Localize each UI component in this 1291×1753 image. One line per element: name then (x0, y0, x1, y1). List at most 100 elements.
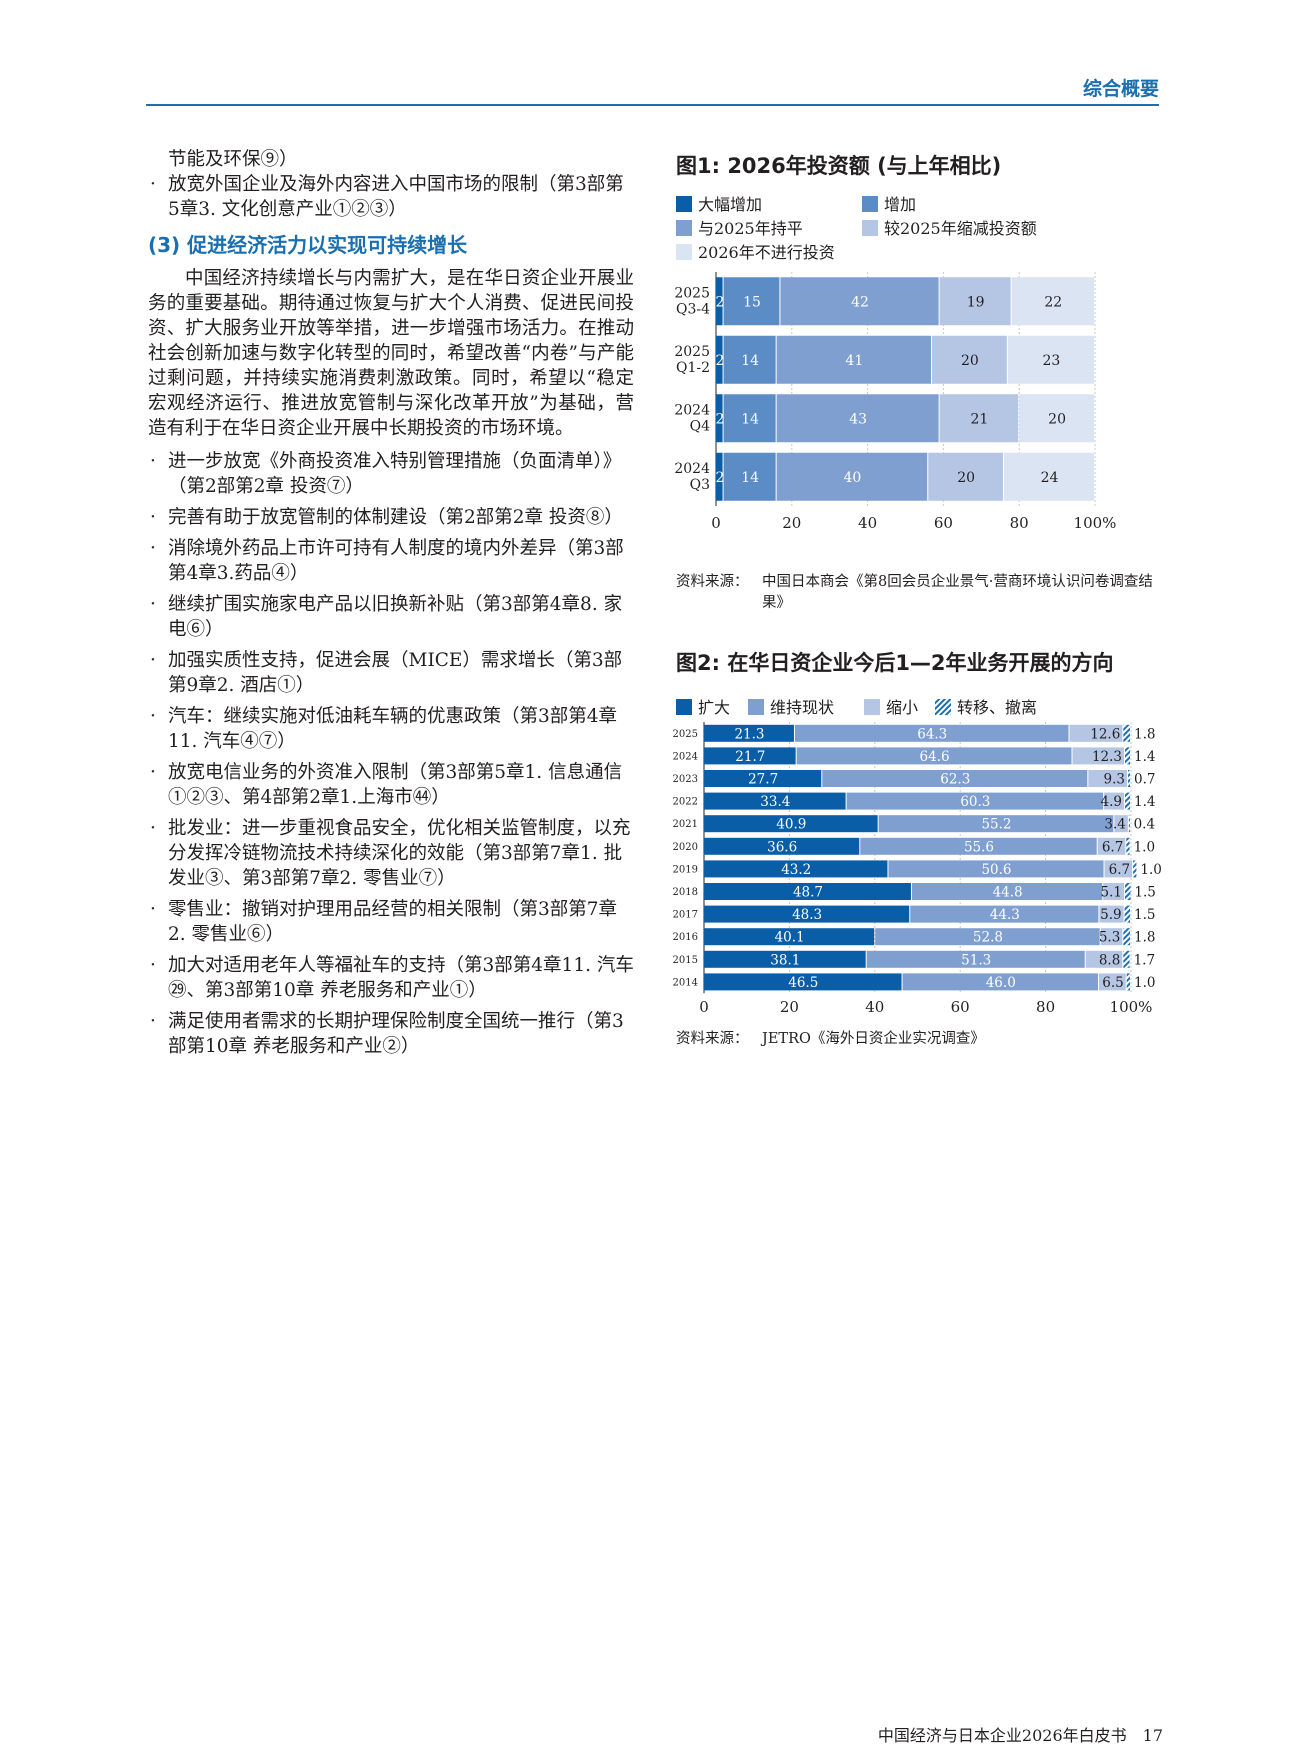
bar-segment (704, 860, 888, 878)
category-label: 2024 (674, 402, 710, 418)
bar-segment (776, 335, 932, 384)
bullet-item: 继续扩围实施家电产品以旧换新补贴（第3部第4章8. 家电⑥） (148, 592, 634, 642)
bar-segment (704, 973, 902, 991)
bar-segment (1072, 747, 1125, 765)
data-label: 40 (844, 470, 862, 486)
data-label: 0.7 (1134, 772, 1155, 788)
data-label: 46.0 (986, 975, 1016, 991)
bar-segment (1097, 837, 1126, 855)
bar-segment (1126, 973, 1130, 991)
bar-segment (1126, 837, 1130, 855)
category-label: 2016 (673, 932, 698, 943)
data-label: 46.5 (788, 975, 818, 991)
legend-swatch (864, 699, 880, 715)
x-tick-label: 40 (858, 514, 877, 532)
bar-segment (716, 335, 723, 384)
data-label: 64.6 (920, 749, 950, 765)
bullet-item: 消除境外药品上市许可持有人制度的境内外差异（第3部第4章3.药品④） (148, 536, 634, 586)
data-label: 51.3 (961, 952, 991, 968)
data-label: 36.6 (767, 839, 797, 855)
bar-segment (704, 792, 846, 810)
legend-swatch (748, 699, 764, 715)
data-label: 21.3 (734, 726, 764, 742)
data-label: 55.2 (981, 817, 1011, 833)
header-section-title: 综合概要 (1082, 78, 1159, 100)
legend-swatch (676, 699, 692, 715)
category-label: 2024 (674, 461, 710, 477)
legend-label: 2026年不进行投资 (698, 243, 835, 262)
data-label: 20 (957, 470, 975, 486)
data-label: 33.4 (760, 794, 790, 810)
data-label: 22 (1044, 294, 1062, 310)
legend-label: 大幅增加 (698, 195, 762, 214)
data-label: 1.7 (1134, 952, 1155, 968)
bullet-item: 放宽外国企业及海外内容进入中国市场的限制（第3部第5章3. 文化创意产业①②③） (148, 172, 634, 222)
left-column: 节能及环保⑨） 放宽外国企业及海外内容进入中国市场的限制（第3部第5章3. 文化… (148, 147, 634, 1065)
category-label: 2021 (673, 819, 698, 830)
data-label: 6.7 (1109, 862, 1130, 878)
category-label: 2019 (673, 864, 698, 875)
bar-segment (1099, 905, 1124, 923)
data-label: 1.4 (1134, 749, 1155, 765)
data-label: 55.6 (964, 839, 994, 855)
bar-segment (716, 277, 723, 326)
data-label: 2 (716, 411, 725, 427)
data-label: 60.3 (960, 794, 990, 810)
x-tick-label: 60 (934, 514, 953, 532)
figure1-source-text: 中国日本商会《第8回会员企业景气·营商环境认识问卷调查结果》 (762, 574, 1153, 611)
bullet-item: 放宽电信业务的外资准入限制（第3部第5章1. 信息通信①②③、第4部第2章1.上… (148, 760, 634, 810)
data-label: 42 (851, 294, 869, 310)
data-label: 14 (741, 353, 759, 369)
bar-segment (1007, 335, 1094, 384)
data-label: 21 (970, 411, 988, 427)
bar-segment (888, 860, 1104, 878)
category-label: 2017 (673, 910, 698, 921)
category-label: 2025 (674, 344, 710, 360)
bar-segment (910, 905, 1099, 923)
bullet-list-top: 放宽外国企业及海外内容进入中国市场的限制（第3部第5章3. 文化创意产业①②③） (148, 172, 634, 222)
bar-segment (1104, 860, 1133, 878)
bar-segment (1019, 394, 1094, 443)
figure2-source-label: 资料来源： (676, 1031, 749, 1047)
data-label: 1.8 (1134, 726, 1155, 742)
body-paragraph: 中国经济持续增长与内需扩大，是在华日资企业开展业务的重要基础。期待通过恢复与扩大… (148, 268, 634, 439)
bullet-item: 批发业：进一步重视食品安全，优化相关监管制度，以充分发挥冷链物流技术持续深化的效… (148, 816, 634, 891)
category-label: Q3-4 (676, 301, 710, 317)
bar-segment (1098, 973, 1126, 991)
bar-segment (704, 724, 794, 742)
data-label: 20 (961, 353, 979, 369)
data-label: 64.3 (917, 726, 947, 742)
bar-segment (794, 724, 1069, 742)
data-label: 5.1 (1101, 885, 1122, 901)
data-label: 14 (741, 411, 759, 427)
data-label: 3.4 (1104, 817, 1125, 833)
x-tick-label: 40 (865, 998, 884, 1016)
footer: 中国经济与日本企业2026年白皮书 17 (878, 1722, 1163, 1746)
legend-label: 扩大 (698, 698, 730, 717)
data-label: 21.7 (735, 749, 765, 765)
data-label: 52.8 (973, 930, 1003, 946)
data-label: 2 (716, 294, 725, 310)
bar-segment (1123, 724, 1130, 742)
bar-segment (866, 950, 1085, 968)
data-label: 8.8 (1099, 952, 1120, 968)
legend-swatch (676, 196, 692, 212)
bullet-item: 进一步放宽《外商投资准入特别管理措施（负面清单）》（第2部第2章 投资⑦） (148, 449, 634, 499)
data-label: 1.5 (1134, 885, 1155, 901)
data-label: 19 (967, 294, 985, 310)
bar-segment (902, 973, 1098, 991)
data-label: 24 (1041, 470, 1059, 486)
bar-segment (704, 770, 822, 787)
data-label: 1.0 (1134, 975, 1155, 991)
legend-label: 较2025年缩减投资额 (884, 219, 1037, 238)
bar-segment (1125, 792, 1130, 810)
data-label: 27.7 (748, 772, 778, 788)
bar-segment (1114, 815, 1128, 833)
data-label: 40.1 (775, 930, 805, 946)
legend-swatch (676, 220, 692, 236)
data-label: 2 (716, 353, 725, 369)
bar-segment (723, 335, 776, 384)
legend-label: 转移、撤离 (957, 698, 1037, 717)
bar-segment (723, 394, 776, 443)
data-label: 1.4 (1134, 794, 1155, 810)
